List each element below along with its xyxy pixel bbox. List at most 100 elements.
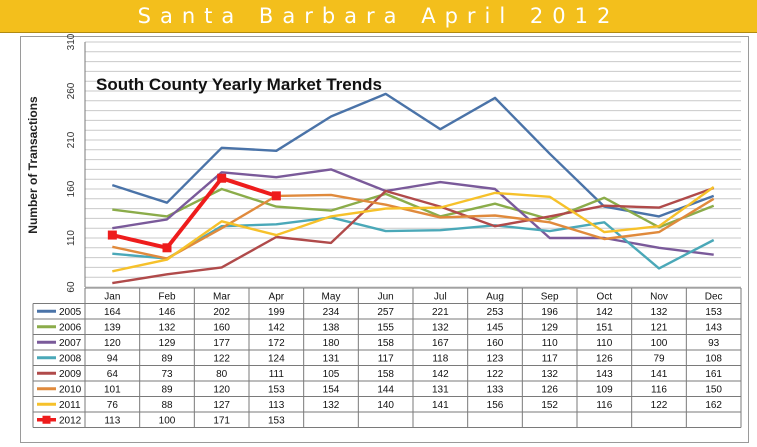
data-label: 116 [651, 385, 667, 396]
data-label: 150 [705, 385, 722, 396]
data-label: 132 [651, 307, 668, 318]
data-label: 79 [653, 354, 665, 365]
series-line-2007 [112, 168, 714, 256]
data-label: 132 [159, 323, 176, 334]
data-label: 199 [268, 307, 285, 318]
data-label: 153 [268, 385, 285, 396]
data-label: 142 [432, 369, 449, 380]
data-label: 76 [107, 400, 119, 411]
x-tick-label: Oct [597, 292, 613, 303]
data-label: 196 [541, 307, 558, 318]
data-label: 89 [161, 354, 173, 365]
data-label: 118 [432, 354, 448, 365]
data-label: 120 [213, 385, 230, 396]
x-tick-label: Feb [158, 292, 176, 303]
data-label: 126 [541, 385, 558, 396]
x-tick-label: May [322, 292, 341, 303]
data-label: 171 [213, 416, 230, 427]
data-label: 152 [541, 400, 558, 411]
data-label: 202 [213, 307, 230, 318]
x-tick-label: Jul [434, 292, 447, 303]
data-label: 109 [596, 385, 613, 396]
data-label: 145 [487, 323, 504, 334]
data-label: 132 [432, 323, 449, 334]
data-label: 143 [596, 369, 613, 380]
data-label: 160 [487, 338, 504, 349]
data-label: 121 [651, 323, 668, 334]
data-label: 167 [432, 338, 449, 349]
data-label: 129 [159, 338, 176, 349]
legend-label: 2012 [59, 416, 82, 427]
data-label: 122 [487, 369, 504, 380]
data-label: 164 [104, 307, 121, 318]
series-line-2006 [112, 187, 715, 229]
y-tick-label: 210 [66, 131, 77, 148]
x-tick-label: Apr [269, 292, 285, 303]
data-label: 108 [705, 354, 722, 365]
x-tick-label: Jan [104, 292, 120, 303]
title-banner: Santa Barbara April 2012 [0, 0, 757, 33]
y-tick-label: 60 [66, 281, 77, 293]
legend-label: 2005 [59, 307, 82, 318]
legend-label: 2009 [59, 369, 82, 380]
data-label: 151 [596, 323, 613, 334]
data-label: 141 [432, 400, 449, 411]
legend-label: 2010 [59, 385, 82, 396]
data-label: 110 [542, 338, 558, 349]
data-label: 153 [268, 416, 285, 427]
data-label: 142 [268, 323, 285, 334]
data-label: 73 [161, 369, 173, 380]
y-tick-label: 110 [66, 230, 77, 246]
data-label: 141 [651, 369, 668, 380]
data-label: 117 [378, 354, 394, 365]
legend-key-marker-2012 [42, 415, 51, 424]
data-label: 139 [104, 323, 121, 334]
data-label: 146 [159, 307, 176, 318]
data-label: 117 [542, 354, 558, 365]
data-label: 172 [268, 338, 285, 349]
data-label: 89 [161, 385, 173, 396]
data-label: 180 [323, 338, 340, 349]
data-label: 100 [651, 338, 668, 349]
data-label: 156 [487, 400, 504, 411]
data-label: 113 [268, 400, 284, 411]
data-label: 177 [213, 338, 230, 349]
y-tick-label: 310 [66, 33, 77, 50]
data-label: 155 [377, 323, 394, 334]
data-label: 138 [323, 323, 340, 334]
series-line-2005 [111, 92, 715, 218]
y-tick-label: 260 [66, 82, 77, 99]
data-label: 144 [377, 385, 394, 396]
data-label: 160 [213, 323, 230, 334]
data-label: 123 [487, 354, 504, 365]
data-label: 133 [487, 385, 504, 396]
legend-label: 2008 [59, 354, 82, 365]
data-label: 124 [268, 354, 285, 365]
data-label: 253 [487, 307, 504, 318]
chart-frame [20, 36, 749, 443]
x-tick-label: Mar [213, 292, 231, 303]
data-label: 88 [161, 400, 173, 411]
y-tick-label: 160 [66, 180, 77, 197]
data-label: 120 [104, 338, 121, 349]
data-label: 140 [377, 400, 394, 411]
series-marker-2012 [107, 230, 117, 240]
data-label: 158 [377, 338, 394, 349]
data-label: 100 [159, 416, 176, 427]
x-tick-label: Nov [650, 292, 668, 303]
data-label: 93 [708, 338, 720, 349]
data-label: 94 [107, 354, 119, 365]
series-marker-2012 [217, 173, 227, 183]
data-label: 142 [596, 307, 613, 318]
data-label: 80 [216, 369, 228, 380]
legend-label: 2007 [59, 338, 82, 349]
data-label: 113 [104, 416, 120, 427]
data-label: 234 [323, 307, 340, 318]
data-label: 153 [705, 307, 722, 318]
x-tick-label: Aug [486, 292, 504, 303]
x-tick-label: Dec [705, 292, 723, 303]
series-line-2008 [112, 216, 715, 270]
data-label: 158 [377, 369, 394, 380]
data-label: 131 [323, 354, 340, 365]
